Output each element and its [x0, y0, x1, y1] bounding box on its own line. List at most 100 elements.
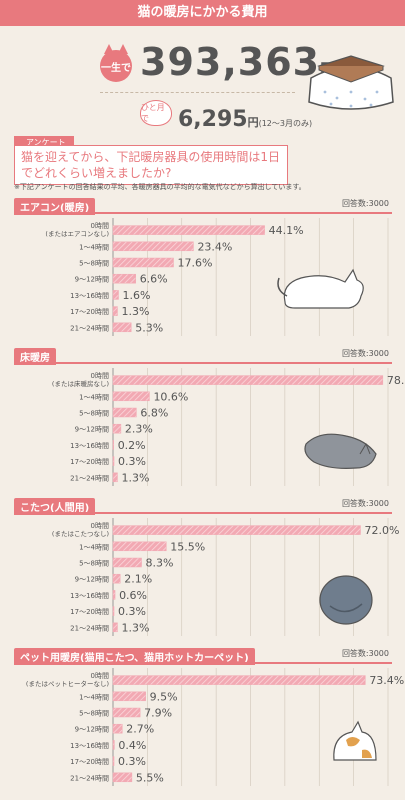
bar: [112, 606, 115, 616]
data-label: 1.3%: [121, 621, 149, 634]
bar: [112, 257, 174, 268]
chart-kotatsu: こたつ(人間用) 回答数:3000 010203040506070800時間(ま…: [0, 498, 405, 636]
chart-title: 床暖房: [14, 348, 56, 365]
category-label: 0時間: [91, 672, 109, 680]
bar: [112, 707, 141, 718]
chart-respondents: 回答数:3000: [341, 199, 389, 208]
chart-floor-heating: 床暖房 回答数:3000 010203040506070800時間(または床暖房…: [0, 348, 405, 486]
survey-question: 猫を迎えてから、下記暖房器具の使用時間は1日でどれくらい増えましたか?: [14, 145, 288, 185]
bar: [112, 740, 115, 750]
data-label: 2.7%: [126, 723, 154, 736]
bar: [112, 573, 121, 584]
data-label: 17.6%: [178, 257, 213, 270]
category-label: 0時間: [91, 222, 109, 230]
category-label: 21～24時間: [70, 774, 109, 782]
data-label: 0.6%: [119, 589, 147, 602]
category-label: 17～20時間: [70, 758, 109, 766]
bar: [112, 273, 136, 284]
data-label: 0.4%: [118, 739, 146, 752]
data-label: 2.1%: [124, 573, 152, 586]
data-label: 0.3%: [118, 755, 146, 768]
data-label: 0.3%: [118, 605, 146, 618]
monthly-cost-value: 6,295: [178, 107, 248, 132]
chart-title: エアコン(暖房): [14, 198, 96, 215]
survey-note: ※下記アンケートの回答結果の平均、各暖房器具の平均的な電気代などから算出していま…: [14, 183, 306, 191]
category-label: 1～4時間: [79, 243, 109, 251]
data-label: 1.3%: [121, 471, 149, 484]
category-label: 1～4時間: [79, 693, 109, 701]
category-label: 5～8時間: [79, 260, 109, 268]
chart-pet-heater: ペット用暖房(猫用こたつ、猫用ホットカーペット) 回答数:3000 010203…: [0, 648, 405, 786]
data-label: 0.2%: [118, 439, 146, 452]
bar-chart-aircon: 010203040506070800時間(またはエアコンなし)44.1%1～4時…: [45, 218, 389, 336]
chart-title-underline: [14, 362, 392, 364]
divider: [100, 92, 295, 93]
category-label: 9～12時間: [75, 726, 109, 734]
category-label: 0時間: [91, 372, 109, 380]
data-label: 7.9%: [144, 707, 172, 720]
category-label: 5～8時間: [79, 410, 109, 418]
cat-illustration: [277, 268, 364, 309]
data-label: 6.8%: [140, 407, 168, 420]
bar: [112, 525, 361, 535]
data-label: 6.6%: [140, 273, 168, 286]
chart-respondents: 回答数:3000: [341, 649, 389, 658]
bar: [112, 322, 132, 333]
bar: [112, 423, 122, 434]
lifetime-badge: 一生で: [100, 44, 132, 82]
cat-illustration: [333, 720, 377, 761]
bar: [112, 407, 137, 418]
cat-illustration: [304, 433, 377, 469]
monthly-cost: 6,295円(12～3月のみ): [178, 107, 312, 132]
data-label: 73.4%: [369, 674, 404, 687]
bar: [112, 375, 384, 385]
data-label: 44.1%: [269, 224, 304, 237]
bar: [112, 225, 265, 235]
data-label: 10.6%: [153, 390, 188, 403]
chart-respondents: 回答数:3000: [341, 349, 389, 358]
chart-title: こたつ(人間用): [14, 498, 96, 515]
bar: [112, 723, 123, 734]
category-label: 5～8時間: [79, 560, 109, 568]
category-label: 13～16時間: [70, 742, 109, 750]
data-label: 1.3%: [121, 305, 149, 318]
chart-title-underline: [14, 662, 392, 664]
bar-chart-pet-heater: 010203040506070800時間(またはペットヒーターなし)73.4%1…: [26, 668, 404, 786]
bar-chart-floor-heating: 010203040506070800時間(または床暖房なし)78.5%1～4時間…: [52, 368, 405, 486]
data-label: 9.5%: [150, 690, 178, 703]
category-label: 9～12時間: [75, 426, 109, 434]
category-label: 21～24時間: [70, 624, 109, 632]
category-label: 21～24時間: [70, 474, 109, 482]
page-title: 猫の暖房にかかる費用: [0, 0, 405, 26]
category-label: 13～16時間: [70, 592, 109, 600]
kotatsu-illustration: [308, 55, 394, 110]
chart-title: ペット用暖房(猫用こたつ、猫用ホットカーペット): [14, 648, 255, 665]
bar: [112, 590, 116, 600]
category-label: 1～4時間: [79, 543, 109, 551]
data-label: 23.4%: [197, 240, 232, 253]
chart-title-underline: [14, 212, 392, 214]
bar: [112, 391, 150, 402]
category-label: 17～20時間: [70, 608, 109, 616]
category-label: 17～20時間: [70, 458, 109, 466]
chart-respondents: 回答数:3000: [341, 499, 389, 508]
category-label: 9～12時間: [75, 576, 109, 584]
category-label: 5～8時間: [79, 710, 109, 718]
bar: [112, 675, 366, 685]
bar: [112, 306, 118, 316]
category-label: 1～4時間: [79, 393, 109, 401]
bar: [112, 456, 115, 466]
bar: [112, 472, 118, 483]
data-label: 8.3%: [146, 557, 174, 570]
data-label: 15.5%: [170, 540, 205, 553]
bar-chart-kotatsu: 010203040506070800時間(またはこたつなし)72.0%1～4時間…: [52, 518, 400, 636]
chart-aircon: エアコン(暖房) 回答数:3000 010203040506070800時間(ま…: [0, 198, 405, 336]
category-sub-label: (またはエアコンなし): [45, 230, 109, 238]
bar: [112, 290, 119, 300]
data-label: 2.3%: [125, 423, 153, 436]
data-label: 5.3%: [135, 321, 163, 334]
data-label: 72.0%: [365, 524, 400, 537]
bar: [112, 241, 194, 252]
category-label: 0時間: [91, 522, 109, 530]
category-label: 21～24時間: [70, 324, 109, 332]
